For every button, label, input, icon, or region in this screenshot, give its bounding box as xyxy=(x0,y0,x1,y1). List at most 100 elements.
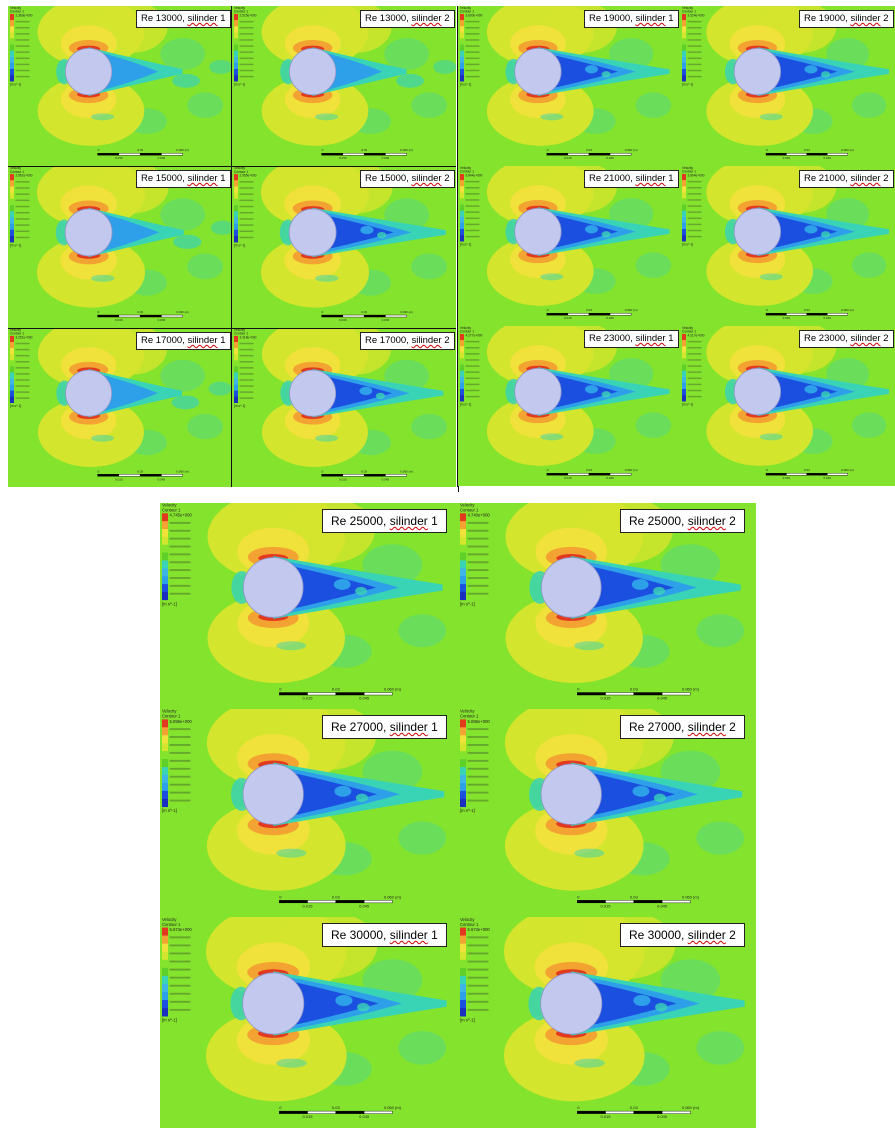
svg-text:[m s^-1]: [m s^-1] xyxy=(460,1018,475,1023)
legend-max-value: 4.740e+000 xyxy=(468,513,491,518)
svg-text:0.015: 0.015 xyxy=(564,156,572,160)
svg-text:0.045: 0.045 xyxy=(359,1114,370,1119)
panel-label: Re 30000, silinder 1 xyxy=(322,923,447,947)
svg-text:Contour 1: Contour 1 xyxy=(460,922,479,927)
cylinder-number: 2 xyxy=(729,514,736,528)
cylinder-word: silinder xyxy=(411,13,442,24)
svg-text:0: 0 xyxy=(98,310,100,314)
panel-label: Re 21000, silinder 2 xyxy=(799,170,894,188)
svg-text:0: 0 xyxy=(98,148,100,152)
svg-text:Contour 1: Contour 1 xyxy=(162,922,181,927)
svg-text:0: 0 xyxy=(279,687,282,692)
cylinder-number: 1 xyxy=(668,13,674,24)
cylinder xyxy=(288,208,337,257)
svg-text:0: 0 xyxy=(547,148,549,152)
panel-divider xyxy=(457,6,458,487)
svg-text:0.060 (m): 0.060 (m) xyxy=(682,1105,700,1110)
panel-label: Re 13000, silinder 1 xyxy=(136,10,231,28)
contour-panel: Velocity Contour 1 2.383e+000 [m s^-1] 0 0.03… xyxy=(8,6,232,166)
svg-text:0.045: 0.045 xyxy=(382,318,390,322)
cylinder-word: silinder xyxy=(635,13,666,24)
svg-text:0: 0 xyxy=(547,308,549,312)
svg-text:0.015: 0.015 xyxy=(303,696,314,701)
cylinder xyxy=(289,369,337,417)
panel-label: Re 13000, silinder 2 xyxy=(360,10,455,28)
svg-text:0.045: 0.045 xyxy=(824,476,832,480)
svg-text:0.060 (m): 0.060 (m) xyxy=(400,148,413,152)
reynolds-number: Re 15000, xyxy=(365,173,409,184)
panel-label: Re 21000, silinder 1 xyxy=(584,170,679,188)
cylinder-word: silinder xyxy=(389,514,428,528)
svg-text:Velocity: Velocity xyxy=(460,6,471,10)
panel-label: Re 25000, silinder 1 xyxy=(322,509,447,533)
panel-label: Re 30000, silinder 2 xyxy=(620,923,745,947)
contour-panel: Velocity Contour 1 4.277e+000 [m s^-1] 0 0.03… xyxy=(458,326,680,486)
svg-text:Velocity: Velocity xyxy=(234,328,245,332)
svg-text:0.060 (m): 0.060 (m) xyxy=(841,308,854,312)
svg-text:0.045: 0.045 xyxy=(158,318,166,322)
svg-text:0: 0 xyxy=(577,1105,580,1110)
svg-text:Contour 1: Contour 1 xyxy=(162,714,181,719)
svg-text:Velocity: Velocity xyxy=(682,166,693,170)
svg-text:0.015: 0.015 xyxy=(303,903,314,908)
svg-text:Velocity: Velocity xyxy=(682,326,693,330)
svg-text:0.060 (m): 0.060 (m) xyxy=(682,687,700,692)
svg-text:0.060 (m): 0.060 (m) xyxy=(841,468,854,472)
panel-divider xyxy=(458,486,459,492)
panel-divider xyxy=(8,166,456,167)
svg-text:0.060 (m): 0.060 (m) xyxy=(625,468,638,472)
svg-text:Velocity: Velocity xyxy=(10,328,21,332)
svg-text:0.060 (m): 0.060 (m) xyxy=(384,894,402,899)
contour-panel: Velocity Contour 1 5.098e+000 [m s^-1] 0 0.03… xyxy=(160,709,458,917)
svg-text:0.015: 0.015 xyxy=(601,1114,612,1119)
svg-text:0: 0 xyxy=(322,310,324,314)
legend-max-value: 5.086e+000 xyxy=(468,719,491,724)
cylinder-word: silinder xyxy=(850,13,881,24)
cylinder-number: 1 xyxy=(220,13,226,24)
svg-text:0.015: 0.015 xyxy=(115,477,123,481)
reynolds-number: Re 23000, xyxy=(589,333,633,344)
svg-text:0.03: 0.03 xyxy=(137,148,143,152)
svg-text:[m s^-1]: [m s^-1] xyxy=(162,1018,177,1023)
svg-text:Contour 1: Contour 1 xyxy=(234,170,248,174)
svg-text:0: 0 xyxy=(766,468,768,472)
svg-text:Velocity: Velocity xyxy=(10,6,21,10)
svg-text:Contour 1: Contour 1 xyxy=(460,508,479,513)
svg-text:0.060 (m): 0.060 (m) xyxy=(176,148,189,152)
svg-text:0.03: 0.03 xyxy=(361,469,367,473)
svg-text:[m s^-1]: [m s^-1] xyxy=(682,242,693,246)
panel-label: Re 27000, silinder 2 xyxy=(620,715,745,739)
svg-text:0.03: 0.03 xyxy=(804,308,810,312)
cylinder-word: silinder xyxy=(389,928,428,942)
reynolds-number: Re 19000, xyxy=(589,13,633,24)
svg-text:0.03: 0.03 xyxy=(137,469,143,473)
legend-max-value: 4.277e+000 xyxy=(466,334,483,338)
cylinder xyxy=(65,369,113,417)
panel-divider xyxy=(231,6,232,487)
cylinder-word: silinder xyxy=(411,173,442,184)
svg-text:0: 0 xyxy=(322,148,324,152)
svg-text:Velocity: Velocity xyxy=(162,709,177,714)
svg-text:0.060 (m): 0.060 (m) xyxy=(176,469,189,473)
cylinder-number: 2 xyxy=(883,13,889,24)
reynolds-number: Re 27000, xyxy=(331,720,387,734)
svg-text:0.045: 0.045 xyxy=(606,476,614,480)
svg-text:Contour 1: Contour 1 xyxy=(460,714,479,719)
svg-text:0: 0 xyxy=(279,894,282,899)
reynolds-number: Re 23000, xyxy=(804,333,848,344)
svg-text:0.045: 0.045 xyxy=(359,903,370,908)
reynolds-number: Re 30000, xyxy=(331,928,387,942)
svg-text:[m s^-1]: [m s^-1] xyxy=(162,601,177,606)
cylinder-number: 1 xyxy=(431,928,438,942)
cylinder-word: silinder xyxy=(687,514,726,528)
cylinder-number: 2 xyxy=(444,13,450,24)
cylinder-number: 1 xyxy=(220,173,226,184)
reynolds-number: Re 13000, xyxy=(141,13,185,24)
svg-text:0.045: 0.045 xyxy=(606,316,614,320)
